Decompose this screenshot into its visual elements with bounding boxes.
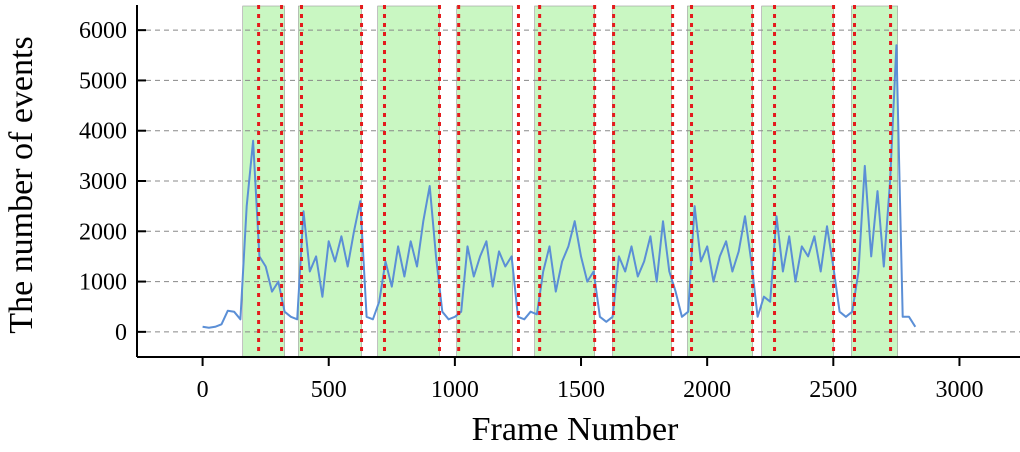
x-tick-label: 2000	[683, 377, 731, 403]
x-tick-label: 0	[197, 377, 209, 403]
foreground-layer: 0 1000 2000 3000 4000 5000 6000 0 500 1000 1500 200…	[79, 5, 1020, 403]
event-count-line	[202, 44, 917, 329]
y-tick-label: 2000	[79, 219, 127, 245]
background-layer	[137, 5, 1020, 358]
y-tick-label: 3000	[79, 169, 127, 195]
x-tick-label: 1000	[431, 377, 479, 403]
y-tick-label: 4000	[79, 119, 127, 145]
x-tick-label: 3000	[935, 377, 983, 403]
x-axis-label: Frame Number	[472, 411, 679, 448]
y-axis-label: The number of events	[3, 36, 40, 333]
y-tick-label: 6000	[79, 18, 127, 44]
x-tick-label: 2500	[809, 377, 857, 403]
y-tick-label: 0	[115, 320, 127, 346]
y-tick-label: 1000	[79, 270, 127, 296]
y-tick-label: 5000	[79, 68, 127, 94]
x-tick-label: 1500	[557, 377, 605, 403]
x-tick-label: 500	[311, 377, 347, 403]
